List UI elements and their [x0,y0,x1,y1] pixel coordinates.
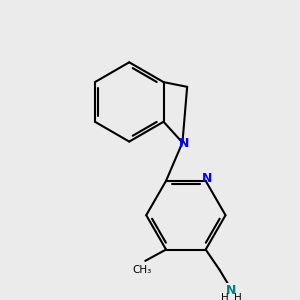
Text: N: N [226,284,236,297]
Text: N: N [179,137,190,150]
Text: N: N [201,172,212,185]
Text: H: H [234,293,242,300]
Text: H: H [221,293,228,300]
Text: CH₃: CH₃ [133,265,152,275]
